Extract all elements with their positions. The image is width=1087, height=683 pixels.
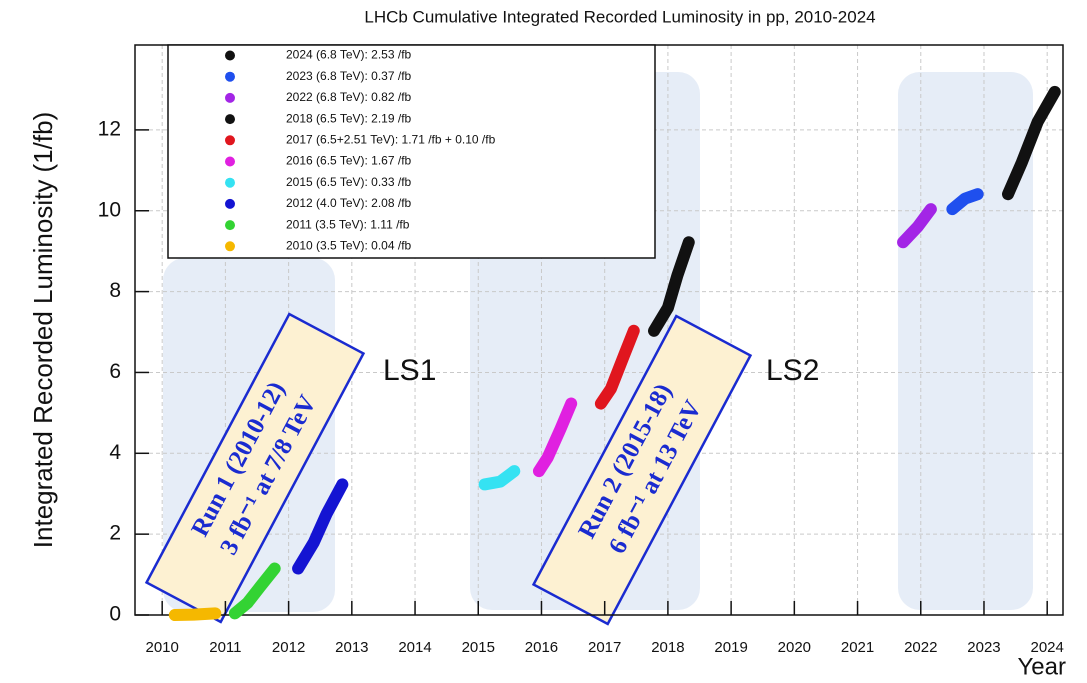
x-tick-label: 2011 bbox=[209, 639, 241, 656]
x-tick-label: 2022 bbox=[904, 639, 937, 656]
x-tick-label: 2023 bbox=[967, 639, 1000, 656]
chart-title: LHCb Cumulative Integrated Recorded Lumi… bbox=[364, 7, 875, 26]
y-tick-label: 4 bbox=[109, 441, 121, 464]
legend-marker bbox=[225, 50, 235, 61]
x-tick-label: 2019 bbox=[714, 639, 747, 656]
series-line bbox=[478, 465, 521, 491]
x-tick-label: 2018 bbox=[651, 639, 684, 656]
x-axis-label: Year bbox=[1018, 653, 1067, 680]
y-tick-label: 2 bbox=[109, 522, 121, 545]
y-tick-label: 6 bbox=[109, 360, 121, 383]
y-axis-label: Integrated Recorded Luminosity (1/fb) bbox=[28, 112, 58, 548]
series-line bbox=[228, 562, 281, 620]
x-tick-label: 2021 bbox=[841, 639, 874, 656]
legend-label: 2010 (3.5 TeV): 0.04 /fb bbox=[286, 238, 412, 252]
legend-box bbox=[167, 44, 656, 259]
series-line bbox=[946, 188, 984, 216]
legend-label: 2012 (4.0 TeV): 2.08 /fb bbox=[286, 196, 412, 210]
legend-label: 2024 (6.8 TeV): 2.53 /fb bbox=[286, 48, 412, 62]
series-line bbox=[292, 478, 349, 575]
x-tick-label: 2014 bbox=[398, 639, 431, 656]
legend-marker bbox=[225, 92, 235, 103]
legend-marker bbox=[225, 135, 235, 146]
legend-label: 2015 (6.5 TeV): 0.33 /fb bbox=[286, 175, 412, 189]
series-line bbox=[594, 324, 640, 410]
legend-marker bbox=[225, 114, 235, 125]
run-label-box bbox=[531, 314, 753, 626]
annotation: LS2 bbox=[766, 354, 819, 387]
legend-marker bbox=[225, 177, 235, 188]
legend-marker bbox=[225, 241, 235, 252]
series-line bbox=[897, 203, 937, 249]
legend-label: 2016 (6.5 TeV): 1.67 /fb bbox=[286, 154, 412, 168]
legend-label: 2023 (6.8 TeV): 0.37 /fb bbox=[286, 69, 412, 83]
legend-marker bbox=[225, 220, 235, 231]
y-tick-label: 12 bbox=[98, 117, 121, 140]
series-line bbox=[532, 397, 578, 478]
legend-marker bbox=[225, 156, 235, 167]
y-tick-label: 8 bbox=[109, 279, 121, 302]
legend-label: 2018 (6.5 TeV): 2.19 /fb bbox=[286, 111, 412, 125]
series-line bbox=[168, 607, 222, 621]
y-tick-label: 0 bbox=[109, 603, 121, 626]
x-tick-label: 2015 bbox=[462, 639, 495, 656]
legend-marker bbox=[225, 71, 235, 82]
x-tick-label: 2010 bbox=[145, 639, 178, 656]
series-line bbox=[1002, 85, 1061, 201]
x-tick-label: 2024 bbox=[1031, 639, 1064, 656]
x-tick-label: 2020 bbox=[778, 639, 811, 656]
x-tick-label: 2013 bbox=[335, 639, 368, 656]
y-tick-label: 10 bbox=[98, 198, 121, 221]
legend: 2024 (6.8 TeV): 2.53 /fb 2023 (6.8 TeV): … bbox=[167, 44, 656, 259]
x-tick-label: 2016 bbox=[525, 639, 558, 656]
annotation: LS1 bbox=[383, 354, 436, 387]
x-tick-label: 2017 bbox=[588, 639, 621, 656]
legend-label: 2022 (6.8 TeV): 0.82 /fb bbox=[286, 90, 412, 104]
x-tick-label: 2012 bbox=[272, 639, 305, 656]
legend-label: 2011 (3.5 TeV): 1.11 /fb bbox=[286, 217, 410, 231]
series-line bbox=[647, 236, 695, 337]
legend-label: 2017 (6.5+2.51 TeV): 1.71 /fb + 0.10 /fb bbox=[286, 132, 496, 146]
run-region bbox=[898, 72, 1033, 610]
run-label-box bbox=[144, 312, 366, 624]
legend-marker bbox=[225, 198, 235, 209]
